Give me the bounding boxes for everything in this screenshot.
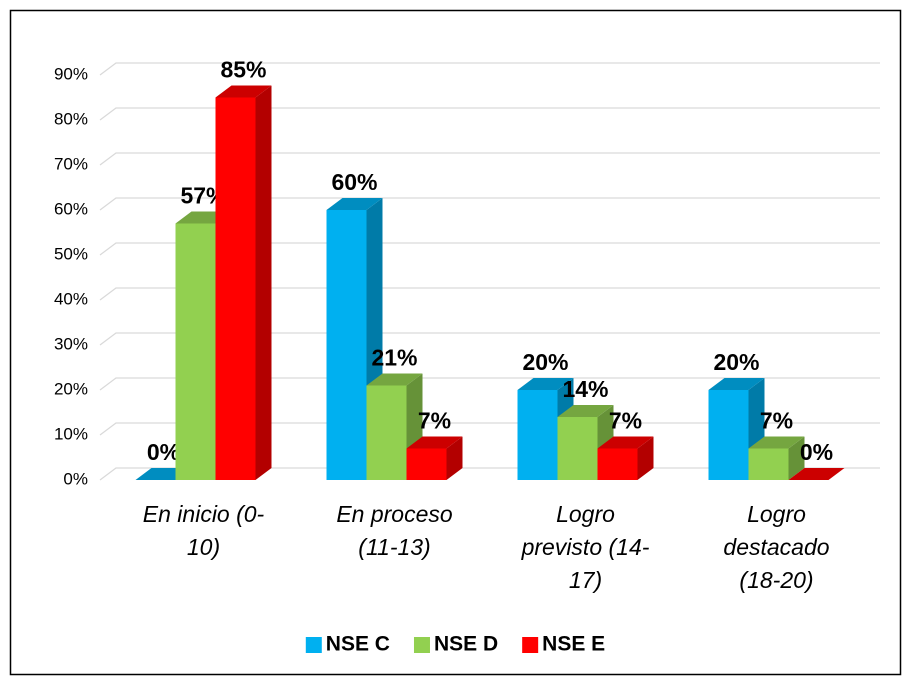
x-tick-label: destacado	[723, 534, 829, 560]
y-tick-label: 20%	[54, 379, 88, 398]
bar	[366, 385, 407, 480]
bar-top	[517, 378, 574, 390]
bar-side	[637, 436, 654, 480]
bar	[406, 448, 447, 480]
grid-line	[99, 242, 880, 256]
legend-label: NSE E	[542, 633, 605, 656]
x-tick-label: (11-13)	[358, 534, 430, 560]
grid-line	[99, 107, 880, 121]
bar-top	[215, 85, 272, 98]
bar	[597, 448, 638, 480]
grid-line	[99, 62, 880, 76]
y-tick-label: 60%	[54, 199, 88, 218]
value-label: 0%	[800, 439, 833, 465]
value-label: 7%	[760, 408, 793, 434]
legend-swatch	[413, 637, 430, 653]
value-label: 60%	[331, 169, 377, 195]
x-tick-label: En proceso	[336, 501, 453, 527]
y-tick-label: 50%	[54, 244, 88, 263]
bar	[557, 417, 598, 480]
bar-side	[788, 436, 805, 480]
bar-top	[748, 436, 805, 449]
bar	[517, 390, 558, 480]
legend-label: NSE D	[434, 633, 498, 656]
y-tick-label: 40%	[54, 289, 88, 308]
bar-top	[557, 405, 614, 417]
value-label: 7%	[609, 408, 642, 434]
value-label: 7%	[418, 408, 451, 434]
grid-line	[99, 197, 880, 211]
bar-top	[406, 436, 463, 449]
bar-top	[788, 468, 845, 480]
bar	[326, 210, 367, 480]
grid-line	[99, 287, 880, 301]
x-tick-label: En inicio (0-	[143, 501, 265, 527]
legend-swatch	[305, 637, 322, 653]
bar-top	[366, 373, 423, 386]
y-tick-label: 90%	[54, 64, 88, 83]
bar-top	[708, 378, 765, 390]
y-tick-label: 30%	[54, 334, 88, 353]
y-tick-label: 0%	[63, 469, 88, 488]
grid-line	[99, 332, 880, 346]
bar	[175, 223, 216, 480]
value-label: 0%	[147, 439, 180, 465]
x-tick-label: Logro	[747, 501, 806, 527]
x-tick-label: 17)	[569, 567, 602, 593]
grid-line	[99, 377, 880, 391]
y-tick-label: 70%	[54, 154, 88, 173]
y-tick-label: 10%	[54, 424, 88, 443]
value-label: 20%	[522, 349, 568, 375]
bar-top	[597, 436, 654, 449]
grid-line	[99, 152, 880, 166]
bar-top	[326, 198, 383, 210]
legend-swatch	[522, 637, 539, 653]
value-label: 14%	[562, 376, 608, 402]
x-tick-label: previsto (14-	[521, 534, 650, 560]
value-label: 21%	[371, 345, 417, 371]
bar-side	[446, 436, 463, 480]
y-tick-label: 80%	[54, 109, 88, 128]
bar	[215, 97, 256, 480]
bar-side	[255, 85, 272, 480]
x-tick-label: (18-20)	[739, 567, 813, 593]
bar	[708, 390, 749, 480]
x-tick-label: Logro	[556, 501, 615, 527]
grid-line	[99, 422, 880, 436]
value-label: 85%	[220, 57, 266, 83]
value-label: 20%	[713, 349, 759, 375]
bar	[748, 448, 789, 480]
chart-border	[9, 9, 902, 676]
legend-label: NSE C	[326, 633, 390, 656]
x-tick-label: 10)	[187, 534, 220, 560]
